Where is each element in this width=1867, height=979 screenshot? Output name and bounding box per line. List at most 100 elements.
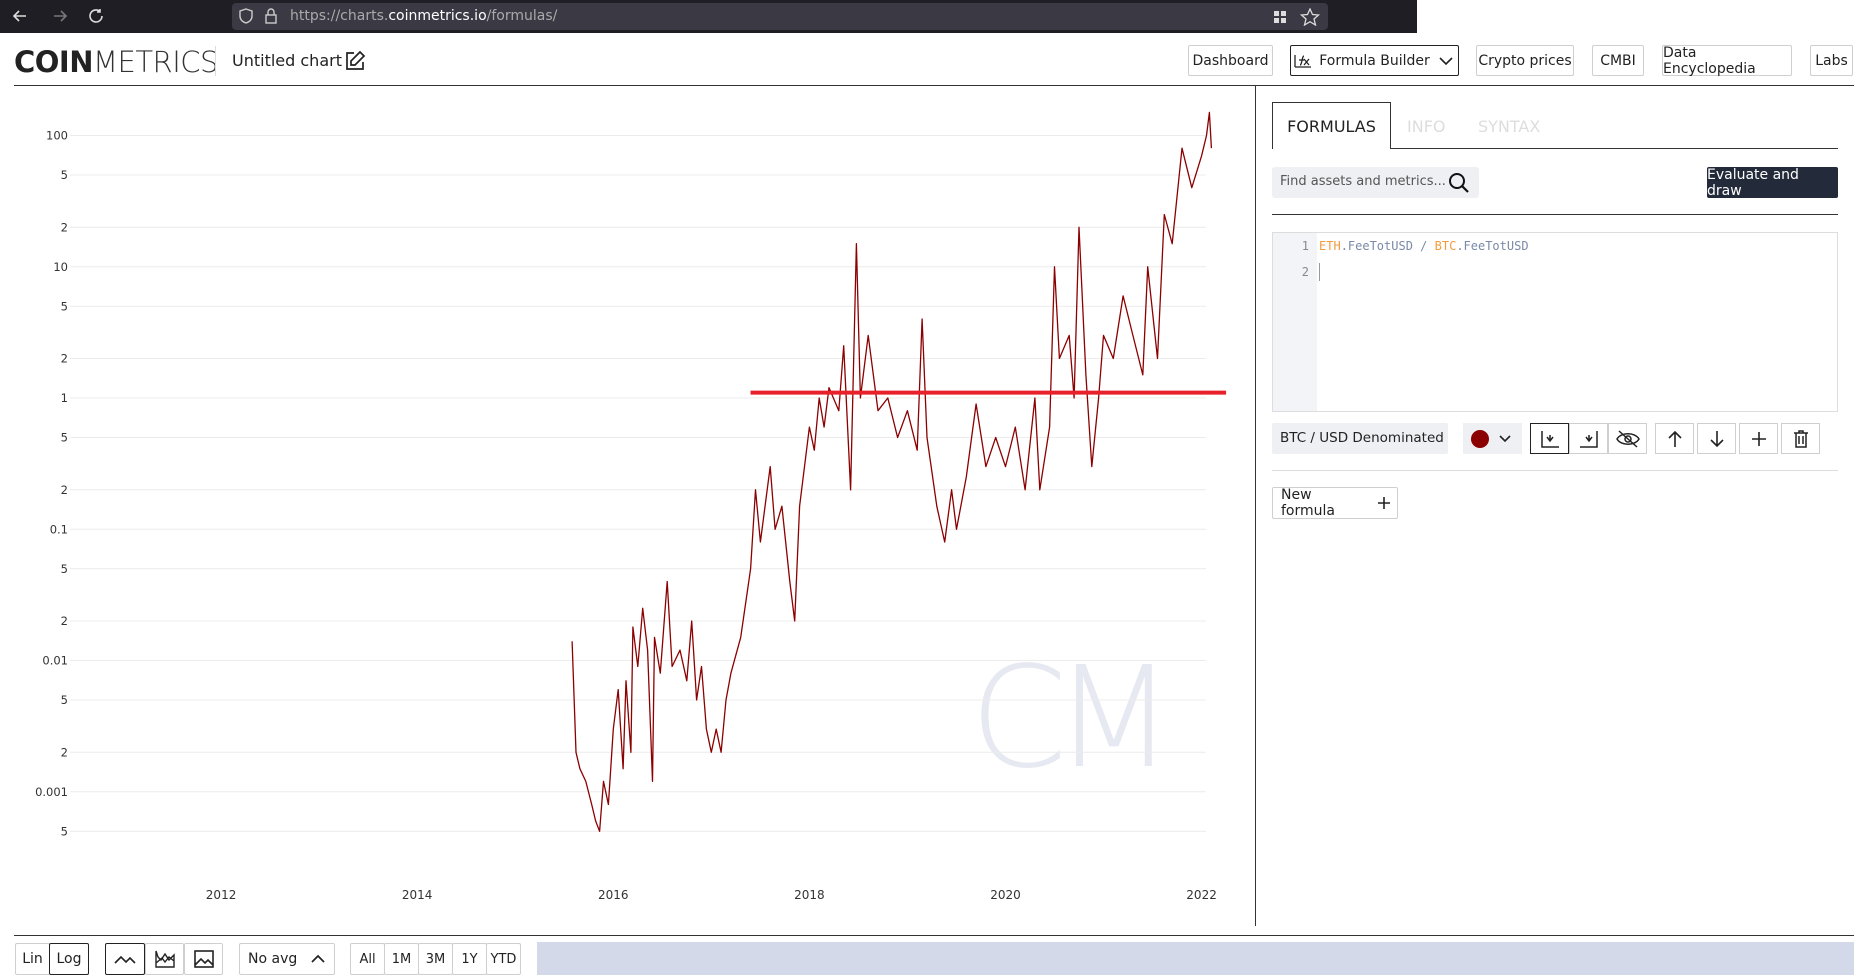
axis-right-button[interactable] (1569, 423, 1608, 454)
nav-label: Labs (1815, 52, 1848, 69)
series-line (571, 111, 1213, 832)
line-number: 1 (1301, 239, 1309, 253)
color-picker-icon (1470, 429, 1511, 448)
delete-button[interactable] (1781, 423, 1820, 454)
formula-name[interactable]: BTC / USD Denominated ( (1272, 423, 1448, 454)
nav-button[interactable]: Crypto prices (1476, 45, 1574, 76)
rule (1272, 470, 1838, 471)
nav-button[interactable]: Labs (1810, 45, 1853, 76)
range-group: All 1M 3M 1Y YTD (350, 943, 521, 975)
range-slider[interactable] (537, 942, 1854, 975)
logo-bold: COIN (14, 45, 94, 79)
editor[interactable]: 1 2 ETH.FeeTotUSD / BTC.FeeTotUSD (1272, 232, 1838, 412)
watermark: CM (970, 637, 1161, 800)
divider (215, 46, 216, 76)
nav-button[interactable]: Dashboard (1188, 45, 1273, 76)
average-select[interactable]: No avg (239, 943, 335, 975)
toolbar-rule (14, 935, 1854, 936)
chevron (311, 954, 325, 963)
y-tick-label: 5 (61, 431, 68, 445)
y-tick-label: 0.001 (35, 785, 68, 799)
nav-button[interactable]: CMBI (1592, 45, 1644, 76)
edit-icon[interactable] (344, 50, 366, 72)
icon (1579, 430, 1598, 448)
code-line: ETH.FeeTotUSD / BTC.FeeTotUSD (1319, 239, 1529, 253)
nav-button[interactable]: Data Encyclopedia (1662, 44, 1792, 77)
range-button[interactable]: 1M (384, 943, 419, 975)
image-style-button[interactable] (184, 943, 223, 975)
nav-label: Dashboard (1192, 52, 1269, 69)
x-tick-label: 2020 (990, 888, 1021, 902)
header-rule (14, 85, 1854, 86)
y-tick-label: 2 (61, 614, 68, 628)
code-token: BTC (1434, 239, 1457, 253)
add-button[interactable] (1739, 423, 1778, 454)
scale-button-active[interactable]: Log (49, 943, 89, 975)
browser-nav-icons (12, 9, 103, 23)
url-bar[interactable]: https://charts.coinmetrics.io/formulas/ (232, 3, 1328, 30)
range-button[interactable]: 1Y (452, 943, 487, 975)
url-prefix: https://charts. (290, 8, 389, 24)
axis-left-button[interactable] (1530, 423, 1569, 454)
url-path: /formulas/ (486, 8, 558, 24)
x-tick-label: 2018 (794, 888, 825, 902)
new-formula-label: New formula (1281, 487, 1335, 519)
gutter: 1 2 (1273, 233, 1317, 411)
range-button[interactable]: YTD (486, 943, 521, 975)
nav-label: Crypto prices (1478, 52, 1572, 69)
area-style-button[interactable] (145, 943, 184, 975)
color-picker[interactable] (1463, 423, 1522, 454)
panel-divider (1255, 86, 1256, 926)
y-tick-label: 10 (53, 260, 68, 274)
chart-title: Untitled chart (232, 51, 342, 70)
tab[interactable]: SYNTAX (1478, 117, 1541, 136)
y-tick-label: 100 (46, 129, 68, 143)
x-tick-label: 2016 (598, 888, 629, 902)
evaluate-button[interactable]: Evaluate and draw (1707, 167, 1838, 199)
code-token: ETH (1319, 239, 1341, 253)
move-up-button[interactable] (1655, 423, 1694, 454)
hide-button[interactable] (1608, 423, 1647, 454)
search-icon (1449, 173, 1469, 193)
scale-button[interactable]: Lin (15, 943, 50, 975)
logo-light: METRICS (93, 45, 218, 79)
y-tick-label: 5 (61, 168, 68, 182)
line-number: 2 (1301, 265, 1309, 279)
y-tick-label: 5 (61, 824, 68, 838)
icon (1709, 430, 1724, 447)
tab-active[interactable]: FORMULAS (1272, 102, 1391, 149)
code-token: / (1412, 239, 1435, 253)
y-tick-label: 5 (61, 299, 68, 313)
chevron (1439, 56, 1453, 65)
search-box[interactable]: Find assets and metrics... (1272, 167, 1479, 198)
icon (1793, 429, 1808, 448)
url-icons (239, 8, 277, 24)
y-tick-label: 0.01 (42, 654, 68, 668)
url-actions[interactable] (1272, 8, 1322, 26)
browser-bar: https://charts.coinmetrics.io/formulas/ (0, 0, 1417, 33)
fx-icon (1294, 54, 1312, 68)
range-button[interactable]: 3M (418, 943, 453, 975)
icon (193, 950, 214, 968)
code-token: .FeeTotUSD (1340, 239, 1413, 253)
line-style-button[interactable] (105, 943, 145, 975)
tab[interactable]: INFO (1407, 117, 1446, 136)
nav-label: Formula Builder (1319, 52, 1430, 69)
url-domain: coinmetrics.io (388, 8, 487, 24)
y-tick-label: 1 (61, 391, 68, 405)
y-tick-label: 5 (61, 562, 68, 576)
logo[interactable]: COINMETRICS (14, 45, 218, 79)
nav-label: Data Encyclopedia (1663, 44, 1756, 77)
chart: CM 5 0.001 2 5 0.01 2 5 0.1 2 5 1 2 5 10 2 5 100 2012 2014 2… (35, 111, 1227, 902)
tab-rule (1272, 148, 1838, 149)
nav-button[interactable]: Formula Builder (1290, 45, 1459, 76)
scale-label: Log (56, 951, 82, 967)
move-down-button[interactable] (1697, 423, 1736, 454)
icon (1751, 431, 1766, 446)
y-tick-label: 2 (61, 745, 68, 759)
icon (154, 950, 175, 968)
icon (114, 955, 136, 964)
new-formula-button[interactable]: New formula (1272, 487, 1398, 519)
range-button[interactable]: All (350, 943, 385, 975)
y-tick-label: 0.1 (50, 522, 68, 536)
